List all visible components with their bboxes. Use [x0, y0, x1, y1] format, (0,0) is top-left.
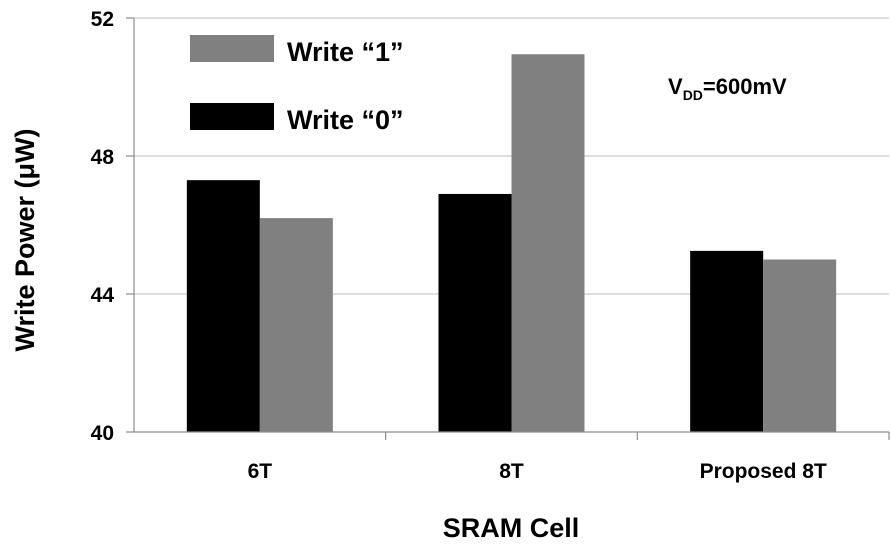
y-axis-title: Write Power (μW) — [10, 128, 40, 351]
y-tick-label: 44 — [91, 284, 115, 307]
y-tick-label: 52 — [91, 8, 114, 31]
bar-write-0-6t — [186, 180, 260, 432]
bar-write-0-8t — [438, 193, 512, 432]
x-axis-title: SRAM Cell — [443, 513, 580, 543]
x-tick-labels: 6T 8T Proposed 8T — [248, 460, 827, 483]
legend-label-write-1: Write “1” — [287, 37, 404, 67]
bars — [186, 54, 837, 432]
legend-label-write-0: Write “0” — [287, 105, 404, 135]
y-tick-label: 48 — [91, 146, 115, 169]
x-tick-label: Proposed 8T — [700, 460, 827, 483]
bar-write-1-8t — [511, 54, 585, 432]
vdd-annotation: VDD=600mV — [668, 74, 787, 103]
bar-write-1-proposed-8t — [763, 259, 837, 432]
bar-write-0-proposed-8t — [690, 250, 764, 432]
legend: Write “1” Write “0” — [190, 35, 404, 135]
y-tick-labels: 40 44 48 52 — [91, 8, 115, 445]
bar-write-1-6t — [259, 218, 333, 432]
x-tick-label: 6T — [248, 460, 273, 483]
y-tick-label: 40 — [91, 422, 114, 445]
legend-swatch-write-0 — [190, 103, 274, 130]
x-tick-label: 8T — [499, 460, 524, 483]
axes — [133, 18, 889, 433]
legend-swatch-write-1 — [190, 35, 274, 62]
